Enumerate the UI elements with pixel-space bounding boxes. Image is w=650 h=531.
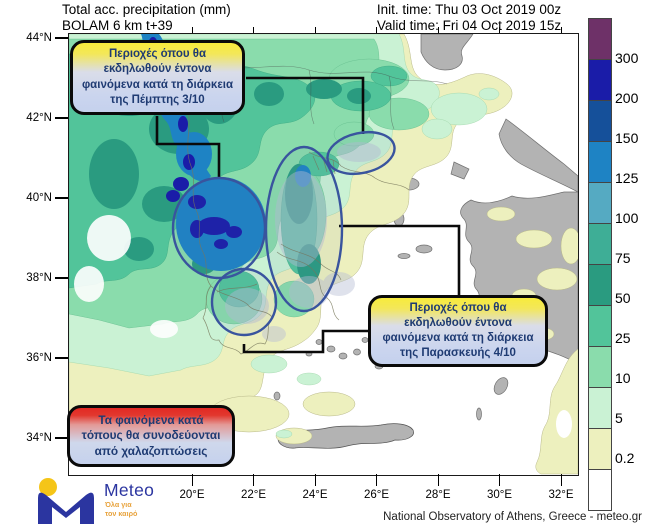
- longitude-tick: [560, 474, 562, 486]
- longitude-tick-top: [191, 27, 193, 33]
- latitude-tick: [55, 277, 68, 279]
- legend-color-bar: [588, 18, 612, 511]
- latitude-tick: [55, 37, 68, 39]
- highlight-ellipse-northeast: [326, 130, 396, 176]
- callout-hail: Τα φαινόμενα κατά τόπους θα συνοδεύονται…: [67, 405, 235, 467]
- init-time-label: Init. time: Thu 03 Oct 2019 00z: [376, 2, 562, 17]
- latitude-label: 40°N: [26, 192, 52, 204]
- latitude-tick: [55, 197, 68, 199]
- legend-value-label: 50: [615, 290, 631, 306]
- logo-m-icon: [38, 492, 94, 524]
- mixed-phase-tint: [225, 142, 381, 342]
- longitude-tick: [499, 474, 501, 486]
- longitude-label: 22°E: [240, 489, 267, 501]
- longitude-tick: [376, 474, 378, 486]
- longitude-label: 26°E: [363, 489, 390, 501]
- callout-friday-text: Περιοχές όπου θα εκδηλωθούν έντονα φαινό…: [382, 301, 534, 360]
- legend-swatch-1: [589, 59, 611, 100]
- longitude-tick-top: [253, 27, 255, 33]
- legend-value-label: 0.2: [615, 450, 635, 466]
- latitude-tick: [55, 117, 68, 119]
- latitude-label: 36°N: [26, 352, 52, 364]
- latitude-label: 38°N: [26, 272, 52, 284]
- connector-friday-left: [242, 329, 371, 354]
- legend-value-label: 5: [615, 410, 623, 426]
- valid-time-label: Valid time: Fri 04 Oct 2019 15z: [376, 18, 562, 33]
- latitude-tick: [55, 357, 68, 359]
- longitude-tick: [437, 474, 439, 486]
- callout-thursday-text: Περιοχές όπου θα εκδηλωθούν έντονα φαινό…: [81, 48, 234, 106]
- callout-friday: Περιοχές όπου θα εκδηλωθούν έντονα φαινό…: [368, 295, 548, 367]
- highlight-ellipses: [171, 130, 396, 337]
- callout-connectors: [155, 76, 461, 354]
- legend-swatch-6: [589, 264, 611, 305]
- logo-sun-icon: [39, 478, 57, 496]
- logo-tagline-line2: τον καιρό: [105, 509, 138, 518]
- longitude-tick-top: [560, 27, 562, 33]
- longitude-label: 32°E: [548, 489, 574, 501]
- legend-value-label: 25: [615, 330, 631, 346]
- attribution-text: National Observatory of Athens, Greece -…: [383, 511, 642, 523]
- longitude-tick: [314, 474, 316, 486]
- highlight-ellipse-peloponnese: [210, 267, 278, 337]
- highlight-ellipse-central: [264, 145, 344, 313]
- longitude-label: 30°E: [486, 489, 513, 501]
- latitude-label: 42°N: [26, 112, 52, 124]
- callout-hail-text: Τα φαινόμενα κατά τόπους θα συνοδεύονται…: [81, 412, 221, 458]
- sea-gaps: [74, 215, 178, 338]
- connector-thursday-right: [246, 76, 365, 134]
- legend-swatch-4: [589, 182, 611, 223]
- callout-thursday: Περιοχές όπου θα εκδηλωθούν έντονα φαινό…: [70, 40, 245, 115]
- legend-value-label: 125: [615, 170, 639, 186]
- legend-swatch-2: [589, 100, 611, 141]
- legend-value-label: 10: [615, 370, 631, 386]
- model-run-label: BOLAM 6 km t+39: [62, 18, 173, 33]
- longitude-label: 20°E: [179, 489, 205, 501]
- connector-thursday-left: [155, 116, 221, 177]
- legend-value-label: 300: [615, 50, 639, 66]
- meteo-logo: [28, 470, 228, 528]
- longitude-label: 24°E: [302, 489, 328, 501]
- longitude-tick: [253, 474, 255, 486]
- longitude-tick: [191, 474, 193, 486]
- longitude-tick-top: [499, 27, 501, 33]
- latitude-tick: [55, 437, 68, 439]
- legend-value-label: 150: [615, 130, 639, 146]
- legend-swatch-7: [589, 305, 611, 346]
- logo-tagline: Όλα για τον καιρό: [105, 500, 137, 518]
- longitude-tick-top: [314, 27, 316, 33]
- meteo-logo-mark: [38, 478, 94, 524]
- longitude-label: 28°E: [425, 489, 451, 501]
- logo-tagline-line1: Όλα για: [105, 500, 132, 509]
- map-title: Total acc. precipitation (mm): [62, 2, 231, 17]
- legend-value-label: 200: [615, 90, 639, 106]
- legend-swatch-9: [589, 387, 611, 428]
- legend-swatch-3: [589, 141, 611, 182]
- coastlines: [180, 63, 410, 355]
- legend-swatch-8: [589, 346, 611, 387]
- latitude-label: 44°N: [26, 32, 52, 44]
- dry-gap: [556, 410, 572, 438]
- legend-value-label: 100: [615, 210, 639, 226]
- legend-swatch-10: [589, 428, 611, 469]
- latitude-label: 34°N: [26, 432, 52, 444]
- legend-swatch-11: [589, 469, 611, 510]
- legend-swatch-5: [589, 223, 611, 264]
- legend-swatch-0: [589, 19, 611, 59]
- longitude-tick-top: [437, 27, 439, 33]
- highlight-ellipse-northwest: [171, 176, 267, 280]
- logo-brand-text: Meteo: [104, 480, 155, 500]
- legend-value-label: 75: [615, 250, 631, 266]
- connector-friday-top: [339, 224, 461, 296]
- longitude-tick-top: [376, 27, 378, 33]
